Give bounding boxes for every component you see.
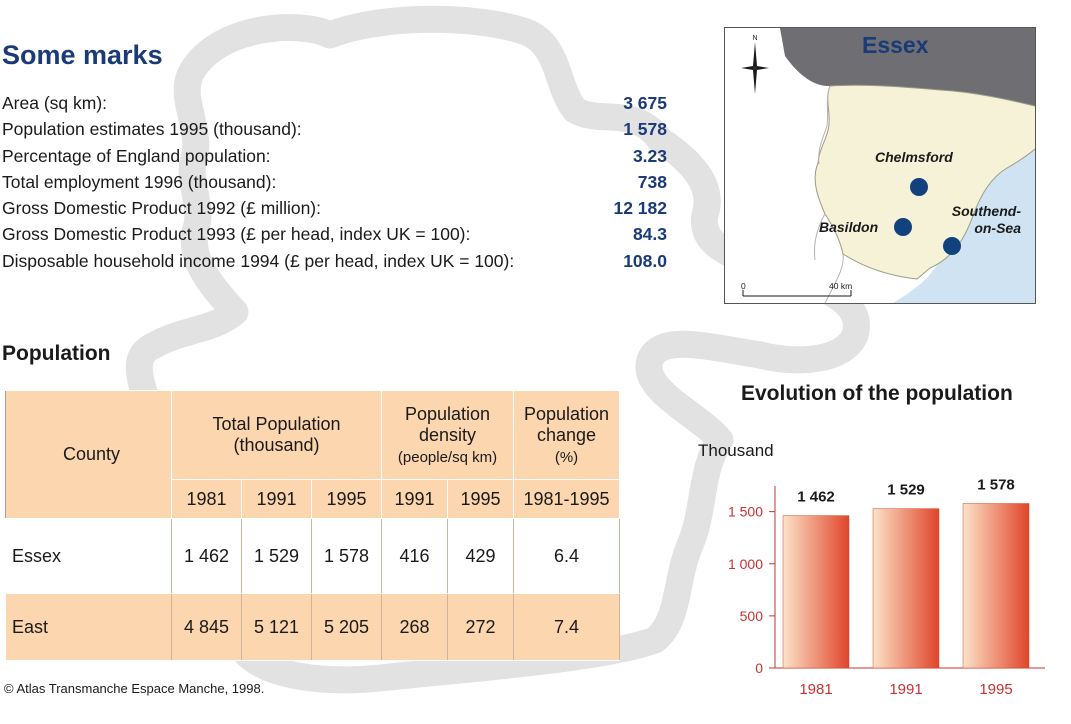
- town-label-basildon: Basildon: [819, 219, 879, 235]
- table-cell: 6.4: [513, 518, 620, 594]
- copyright-note: © Atlas Transmanche Espace Manche, 1998.: [4, 681, 265, 696]
- mark-row-gdp-1993: Gross Domestic Product 1993 (£ per head,…: [2, 221, 667, 247]
- y-tick-label: 1 000: [728, 556, 763, 572]
- table-cell: 429: [447, 518, 514, 594]
- header-year: 1981-1995: [513, 479, 620, 519]
- mark-value: 3 675: [623, 93, 667, 113]
- header-year: 1995: [311, 479, 382, 519]
- y-tick-label: 500: [740, 608, 764, 624]
- y-tick-label: 1 500: [728, 504, 763, 520]
- table-cell: 5 205: [311, 593, 382, 661]
- table-cell: 5 121: [241, 593, 312, 661]
- scale-start-label: 0: [741, 281, 746, 291]
- x-tick-label: 1991: [889, 681, 922, 698]
- table-row: Essex 1 462 1 529 1 578 416 429 6.4: [5, 518, 620, 594]
- map-drawing: N 0 40 km: [725, 28, 1035, 303]
- map-title: Essex: [862, 32, 929, 58]
- header-year: 1991: [241, 479, 312, 519]
- marks-list: Area (sq km): 3 675 Population estimates …: [2, 90, 667, 274]
- table-cell: 272: [447, 593, 514, 661]
- cell-county: East: [5, 593, 172, 661]
- table-row: East 4 845 5 121 5 205 268 272 7.4: [5, 593, 620, 661]
- north-arrow: N: [741, 35, 769, 94]
- mark-value: 84.3: [632, 224, 667, 245]
- mark-label: Gross Domestic Product 1992 (£ million):: [2, 198, 321, 219]
- population-table: County Total Population (thousand) Popul…: [5, 390, 620, 661]
- header-change: Population change (%): [513, 390, 620, 480]
- header-total-population: Total Population (thousand): [171, 390, 382, 480]
- y-tick-label: 0: [755, 660, 763, 676]
- y-axis-label: Thousand: [698, 441, 774, 460]
- town-label-southend: Southend- on-Sea: [951, 203, 1021, 236]
- bar-value-label: 1 529: [887, 482, 925, 499]
- mark-value: 12 182: [613, 198, 667, 219]
- map-boundaries: [814, 85, 844, 303]
- x-tick-label: 1981: [799, 681, 832, 698]
- table-cell: 1 462: [171, 518, 242, 594]
- mark-value: 738: [637, 171, 667, 192]
- header-county: County: [5, 390, 172, 519]
- bar: [962, 503, 1030, 669]
- mark-value: 3.23: [632, 145, 667, 166]
- mark-label: Total employment 1996 (thousand):: [2, 171, 277, 192]
- mark-label: Disposable household income 1994 (£ per …: [2, 250, 515, 271]
- table-cell: 7.4: [513, 593, 620, 661]
- town-marker-chelmsford: [910, 178, 928, 196]
- map-neighbours: [780, 28, 1035, 106]
- header-density: Population density (people/sq km): [381, 390, 514, 480]
- mark-row-employment: Total employment 1996 (thousand): 738: [2, 169, 667, 195]
- mark-value: 1 578: [623, 119, 667, 140]
- north-label: N: [752, 35, 757, 42]
- mark-row-population: Population estimates 1995 (thousand): 1 5…: [2, 116, 667, 142]
- population-title: Population: [2, 342, 111, 365]
- mark-row-percentage: Percentage of England population: 3.23: [2, 143, 667, 169]
- mark-label: Percentage of England population:: [2, 145, 271, 166]
- table-cell: 268: [381, 593, 448, 661]
- mark-label: Gross Domestic Product 1993 (£ per head,…: [2, 224, 471, 245]
- town-label-chelmsford: Chelmsford: [875, 149, 953, 165]
- cell-county: Essex: [5, 518, 172, 594]
- map-scale-bar: 0 40 km: [741, 281, 852, 297]
- mark-row-gdp-1992: Gross Domestic Product 1992 (£ million):…: [2, 195, 667, 221]
- table-cell: 416: [381, 518, 448, 594]
- marks-title: Some marks: [2, 40, 163, 70]
- bar: [872, 508, 940, 669]
- chart-title: Evolution of the population: [741, 382, 1013, 405]
- mark-label: Area (sq km):: [2, 93, 108, 113]
- table-cell: 1 529: [241, 518, 312, 594]
- header-year: 1995: [447, 479, 514, 519]
- town-marker-southend: [943, 237, 961, 255]
- bar-value-label: 1 578: [977, 477, 1015, 494]
- essex-map: N 0 40 km Essex Chelmsford Basildon Sout…: [724, 27, 1036, 304]
- bar-value-label: 1 462: [797, 489, 835, 506]
- mark-row-income: Disposable household income 1994 (£ per …: [2, 248, 667, 274]
- mark-label: Population estimates 1995 (thousand):: [2, 119, 302, 140]
- x-tick-label: 1995: [979, 681, 1012, 698]
- population-bar-chart: Thousand 0 500 1 000 1 500 1 462 1981 1 529 199…: [698, 441, 1045, 698]
- town-marker-basildon: [894, 218, 912, 236]
- bar: [782, 515, 850, 669]
- header-year: 1981: [171, 479, 242, 519]
- mark-value: 108.0: [623, 250, 667, 271]
- table-cell: 4 845: [171, 593, 242, 661]
- scale-end-label: 40 km: [829, 281, 852, 291]
- mark-row-area: Area (sq km): 3 675: [2, 90, 667, 116]
- table-cell: 1 578: [311, 518, 382, 594]
- header-year: 1991: [381, 479, 448, 519]
